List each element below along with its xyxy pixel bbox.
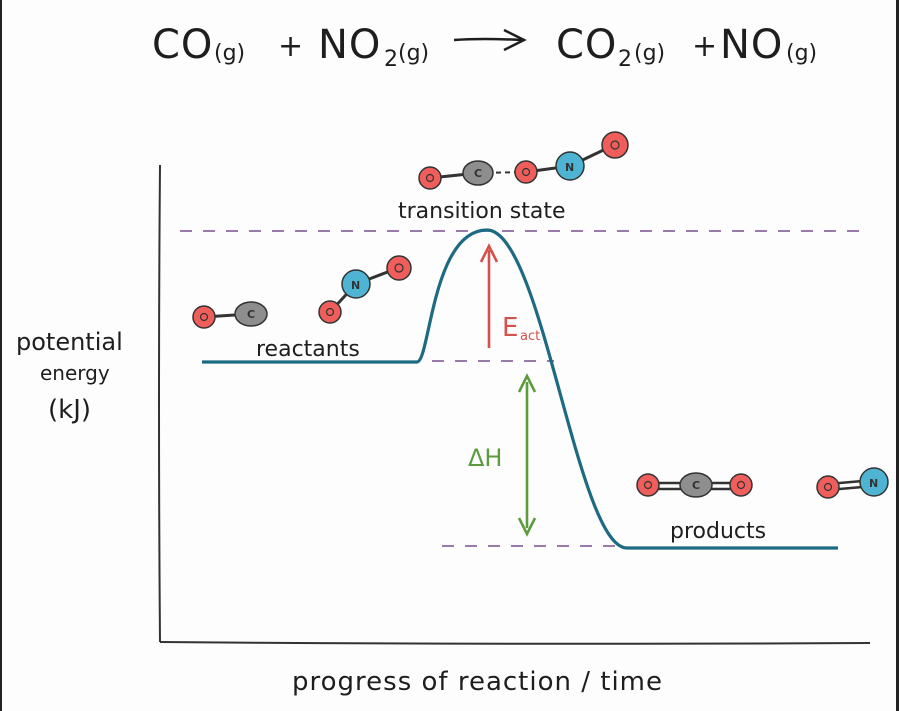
- y-axis-label: potential energy (kJ): [16, 328, 123, 425]
- transition-state-molecule: C N: [418, 131, 629, 190]
- carbon-atom-icon: [679, 472, 713, 498]
- x-axis-label: progress of reaction / time: [292, 667, 663, 697]
- equation-reactant-2: NO: [318, 22, 381, 68]
- carbon-atom-label: C: [247, 308, 255, 321]
- nitrogen-atom-label: N: [351, 279, 360, 292]
- equation-reactant-1-state: (g): [214, 41, 245, 66]
- enthalpy-change-label: ΔH: [468, 444, 502, 472]
- carbon-atom-label: C: [692, 479, 700, 492]
- oxygen-atom-icon: [816, 475, 840, 499]
- equation-product-1-state: (g): [634, 41, 665, 66]
- equation-plus-1: +: [278, 29, 303, 64]
- equation-product-1: CO: [556, 22, 617, 68]
- y-axis-label-line-1: potential: [16, 328, 123, 356]
- reactant-co-molecule: C: [192, 301, 268, 329]
- nitrogen-atom-icon: [341, 269, 371, 299]
- nitrogen-atom-label: N: [565, 161, 574, 174]
- activation-energy-arrow: [479, 243, 499, 348]
- oxygen-atom-icon: [386, 255, 412, 281]
- energy-curve: [202, 228, 838, 550]
- oxygen-atom-icon: [318, 300, 342, 324]
- energy-reference-lines: [180, 230, 862, 547]
- oxygen-atom-icon: [514, 160, 538, 184]
- oxygen-atom-icon: [418, 166, 442, 190]
- y-axis: [158, 164, 161, 643]
- equation-plus-2: +: [692, 29, 717, 64]
- carbon-atom-icon: [462, 160, 494, 186]
- reactants-label: reactants: [256, 337, 360, 362]
- nitrogen-atom-icon: [555, 151, 585, 181]
- equation-product-1-subscript: 2: [618, 47, 632, 72]
- equation-product-2-state: (g): [786, 41, 817, 66]
- equation-reactant-2-subscript: 2: [384, 47, 398, 72]
- transition-state-label: transition state: [398, 199, 566, 224]
- nitrogen-atom-label: N: [869, 477, 878, 490]
- activation-energy-label: E: [502, 313, 518, 343]
- oxygen-atom-icon: [601, 131, 629, 159]
- products-label: products: [670, 519, 766, 544]
- reaction-arrow: [453, 28, 527, 52]
- axes: [158, 164, 871, 645]
- equation-reactant-2-state: (g): [398, 41, 429, 66]
- reactant-no2-molecule: N: [318, 255, 412, 324]
- oxygen-atom-icon: [192, 305, 216, 329]
- carbon-atom-icon: [234, 301, 268, 327]
- product-no-molecule: N: [816, 467, 889, 499]
- equation-reactant-1: CO: [152, 22, 213, 68]
- oxygen-atom-icon: [729, 473, 753, 497]
- nitrogen-atom-icon: [859, 467, 889, 497]
- equation-product-2: NO: [720, 22, 783, 68]
- x-axis: [159, 641, 871, 645]
- reaction-equation: CO (g) + NO 2 (g) CO 2 (g) + NO (g): [152, 22, 817, 72]
- y-axis-label-line-2: energy: [40, 361, 110, 385]
- product-co2-molecule: C: [636, 472, 753, 498]
- carbon-atom-label: C: [474, 167, 482, 180]
- enthalpy-arrow: [517, 373, 537, 537]
- oxygen-atom-icon: [636, 473, 660, 497]
- y-axis-label-line-3: (kJ): [48, 395, 91, 425]
- activation-energy-subscript: act: [520, 329, 540, 344]
